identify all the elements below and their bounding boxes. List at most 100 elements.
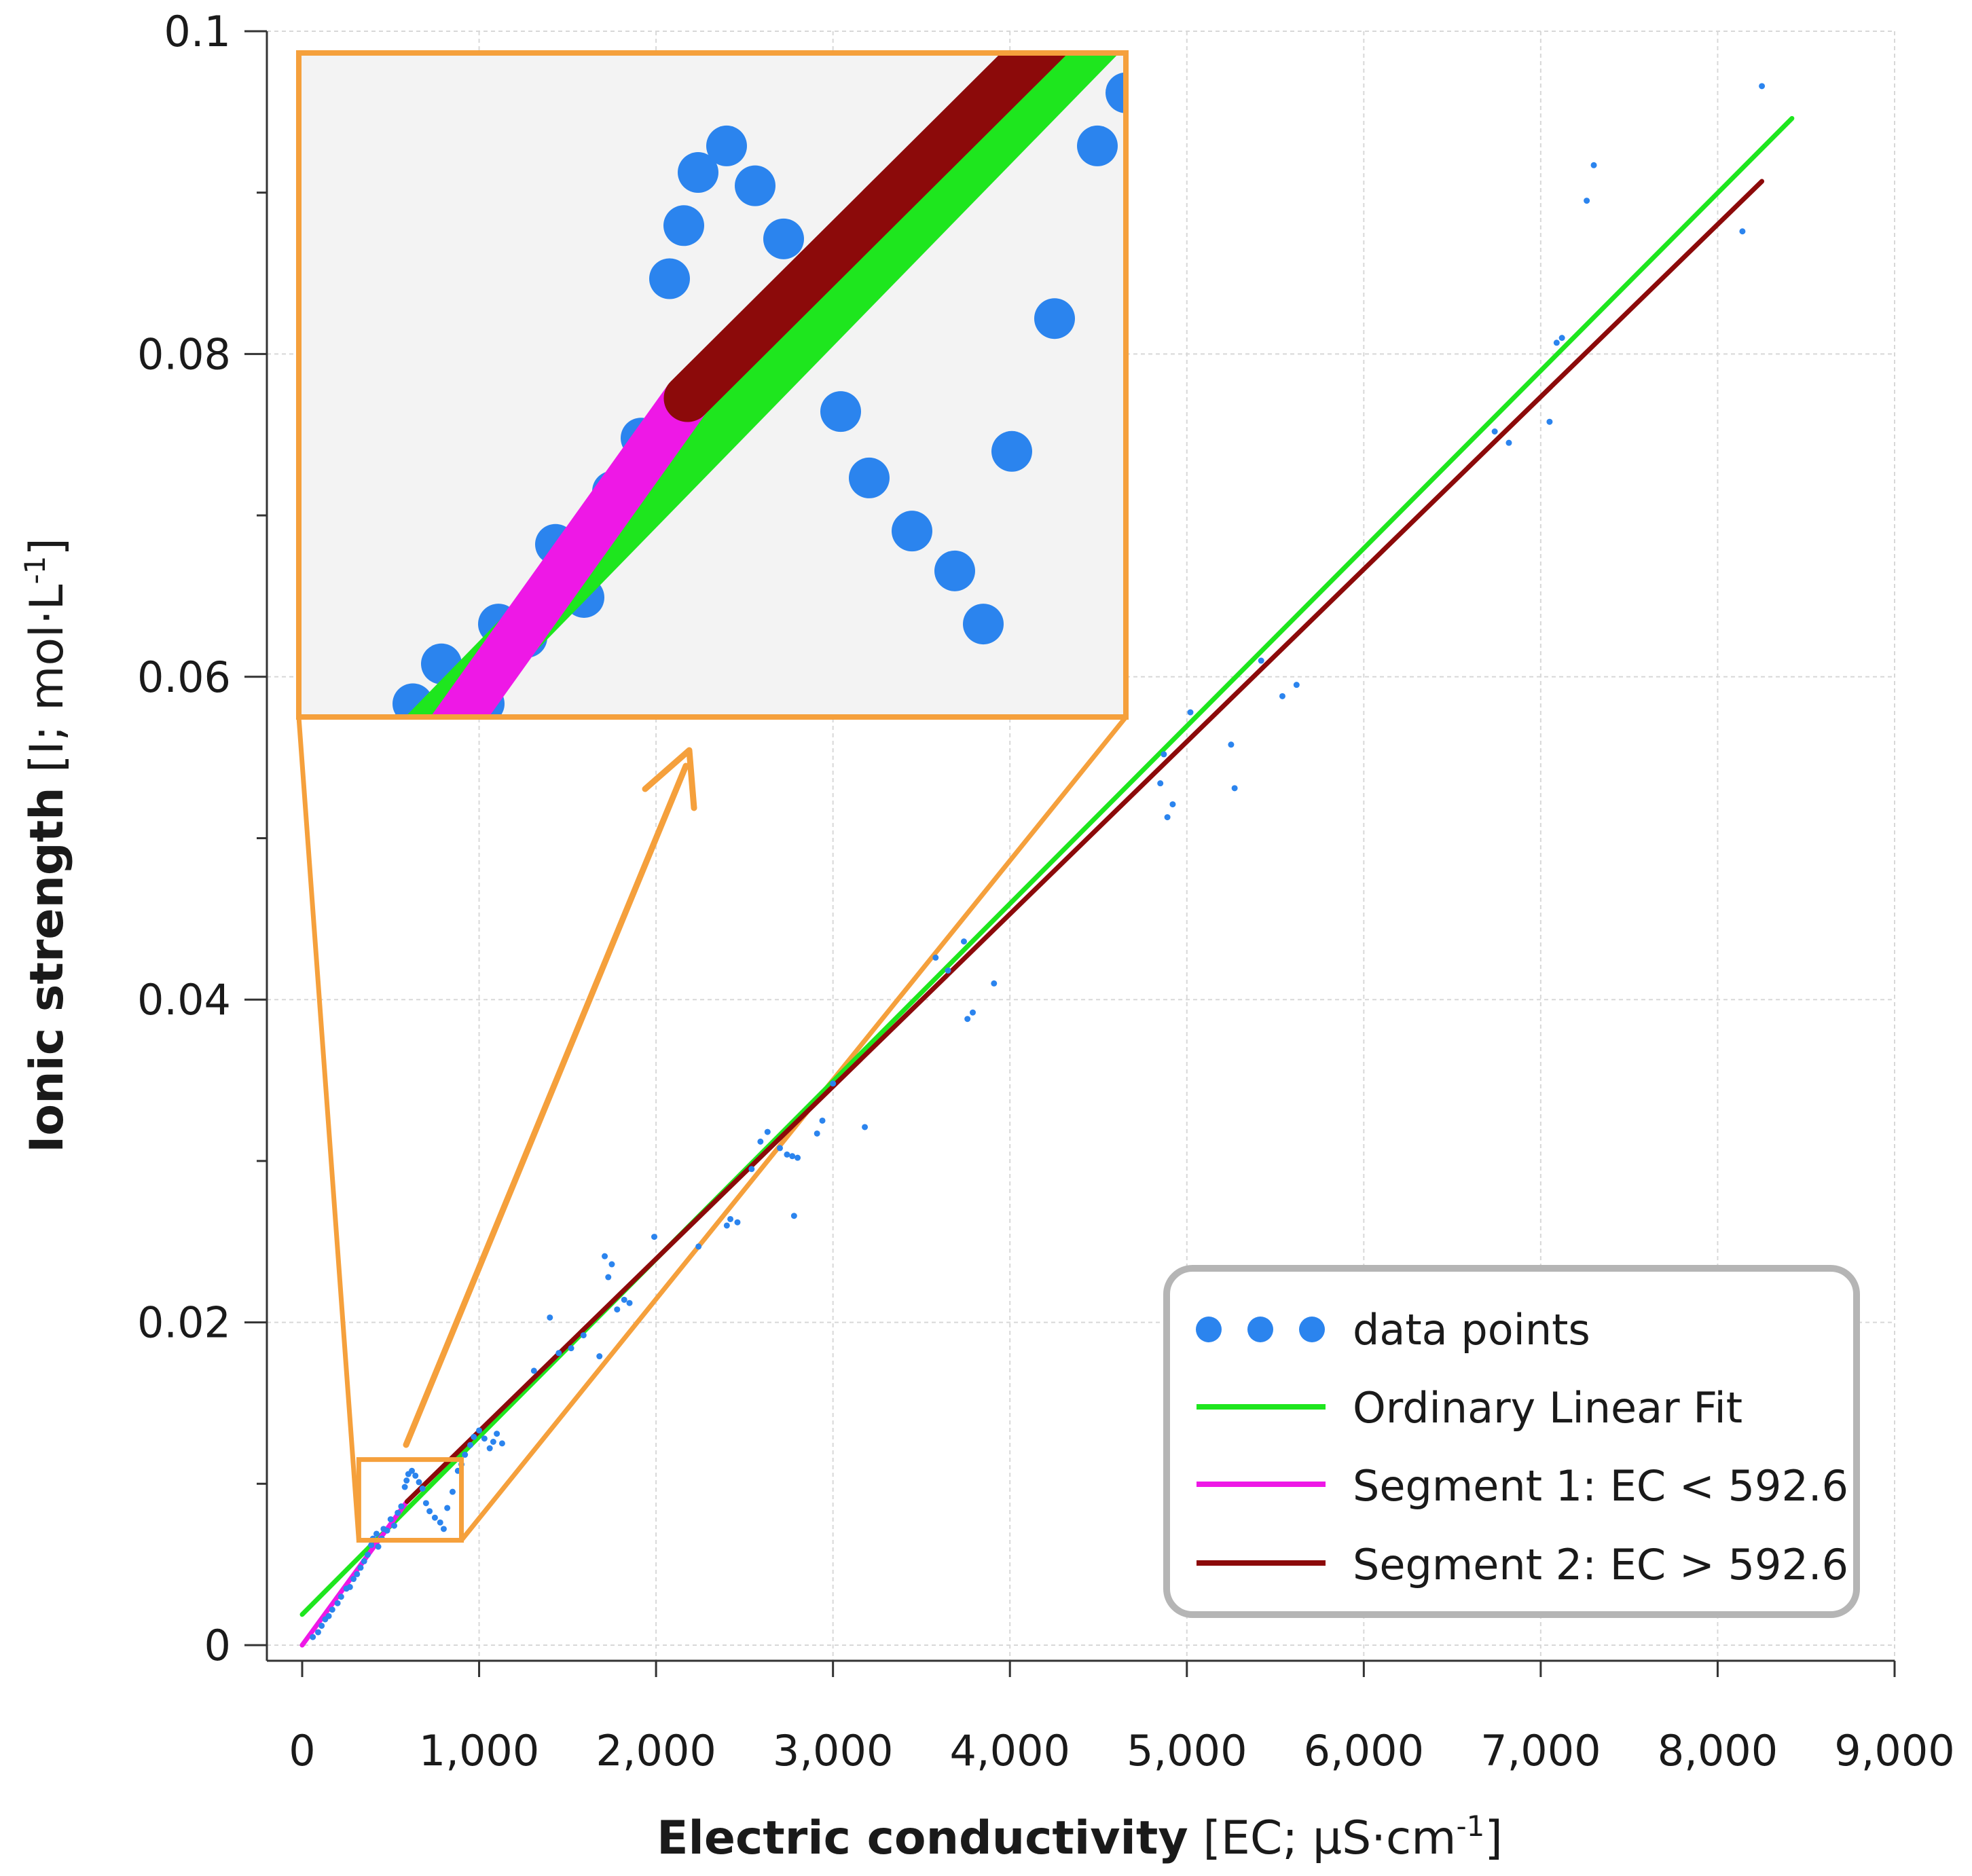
ols-fit-line — [299, 115, 1795, 1617]
data-point — [390, 1522, 397, 1529]
data-point — [602, 1253, 608, 1259]
legend-entry-data-points: data points — [1196, 1305, 1590, 1355]
data-point — [1584, 198, 1590, 204]
data-point — [626, 1300, 633, 1306]
y-axis-title-unit: [I; mol·L — [20, 584, 74, 787]
inset-data-point — [820, 391, 861, 433]
x-axis-title-sup: -1 — [1457, 1809, 1485, 1843]
data-point — [764, 1128, 771, 1135]
data-point — [530, 1367, 537, 1374]
data-point — [412, 1472, 419, 1479]
data-point — [310, 1634, 316, 1640]
data-point — [734, 1219, 741, 1226]
y-tick-label: 0.04 — [137, 975, 231, 1025]
x-axis-title-end: ] — [1484, 1811, 1503, 1865]
data-point — [814, 1130, 820, 1137]
data-point — [1161, 751, 1167, 758]
data-point — [784, 1151, 790, 1158]
inset-data-point — [435, 750, 476, 790]
data-point — [361, 1558, 367, 1564]
inset-data-point — [763, 218, 804, 259]
inset-data-point — [892, 511, 932, 552]
inset-data-point — [264, 976, 305, 1016]
data-point — [471, 1433, 477, 1440]
legend-label-segment-1: Segment 1: EC < 592.6 — [1353, 1461, 1848, 1511]
y-axis-title-end: ] — [20, 538, 74, 556]
zoom-connector-left — [296, 716, 361, 1541]
y-tick-label: 0.1 — [164, 7, 231, 56]
y-axis-title-bold: Ionic strength — [20, 788, 74, 1153]
data-point — [1157, 780, 1164, 787]
data-point — [580, 1332, 587, 1339]
inset-data-point — [179, 1095, 219, 1136]
data-point — [1491, 428, 1498, 435]
inset-data-point — [991, 430, 1032, 472]
data-point — [596, 1353, 603, 1360]
axes — [266, 31, 1895, 1662]
data-point — [1231, 785, 1238, 792]
data-point — [494, 1431, 500, 1437]
data-point — [462, 1452, 469, 1458]
inset-data-point — [1077, 125, 1118, 166]
data-point — [1293, 682, 1300, 688]
x-tick-label: 6,000 — [1304, 1726, 1425, 1776]
inset-data-point — [963, 604, 1004, 645]
zoom-connector-right — [459, 715, 1128, 1542]
data-point — [449, 1488, 456, 1495]
data-point — [409, 1467, 416, 1474]
data-point — [1739, 228, 1746, 235]
data-point — [490, 1438, 496, 1445]
legend-marker-dot-2 — [1247, 1317, 1273, 1342]
inset-data-point — [678, 152, 718, 194]
zoom-connectors — [296, 715, 1128, 1542]
data-point — [387, 1516, 394, 1523]
data-point — [695, 1243, 702, 1250]
inset-data-point — [65, 1268, 105, 1308]
inset-data-point — [36, 1321, 77, 1361]
x-axis-title-bold: Electric conductivity — [657, 1811, 1188, 1865]
data-point — [1546, 418, 1553, 425]
data-point — [373, 1530, 380, 1537]
legend-entry-segment-1: Segment 1: EC < 592.6 — [1197, 1461, 1848, 1511]
data-point — [727, 1215, 734, 1222]
data-point — [1258, 657, 1264, 664]
data-point — [416, 1479, 422, 1486]
y-axis-title: Ionic strength [I; mol·L-1] — [18, 538, 74, 1153]
data-point — [605, 1274, 612, 1281]
legend-marker-dot-3 — [1299, 1317, 1325, 1342]
data-point — [614, 1306, 621, 1313]
data-point — [398, 1503, 405, 1510]
zoom-inset-content — [36, 53, 1126, 1361]
data-point — [481, 1435, 488, 1442]
y-ticks: 0 0.02 0.04 0.06 0.08 0.1 — [137, 7, 267, 1670]
data-point — [777, 1145, 783, 1152]
data-point — [422, 1500, 429, 1507]
data-point — [1169, 801, 1176, 808]
data-point — [960, 938, 967, 945]
data-point — [932, 954, 939, 961]
inset-data-point — [107, 1215, 148, 1255]
data-point — [350, 1576, 357, 1583]
x-tick-label: 1,000 — [419, 1726, 540, 1776]
x-tick-label: 0 — [289, 1726, 315, 1776]
inset-data-point — [649, 258, 690, 299]
inset-data-point — [934, 550, 975, 591]
data-point — [621, 1296, 627, 1303]
legend-label-segment-2: Segment 2: EC > 592.6 — [1353, 1540, 1848, 1589]
data-point — [757, 1138, 764, 1145]
data-point — [440, 1526, 447, 1532]
data-point — [403, 1477, 410, 1484]
x-tick-label: 4,000 — [949, 1726, 1070, 1776]
data-point — [991, 980, 998, 987]
inset-segment-1-line — [430, 384, 707, 717]
legend-label-ols: Ordinary Linear Fit — [1353, 1383, 1742, 1433]
data-point — [375, 1543, 382, 1550]
inset-data-point — [378, 737, 419, 777]
zoom-arrow — [403, 747, 697, 1448]
data-point — [790, 1213, 797, 1219]
inset-data-point — [236, 1015, 276, 1056]
data-point — [789, 1153, 796, 1160]
data-point — [314, 1629, 321, 1636]
zoom-arrow-head — [642, 747, 697, 811]
